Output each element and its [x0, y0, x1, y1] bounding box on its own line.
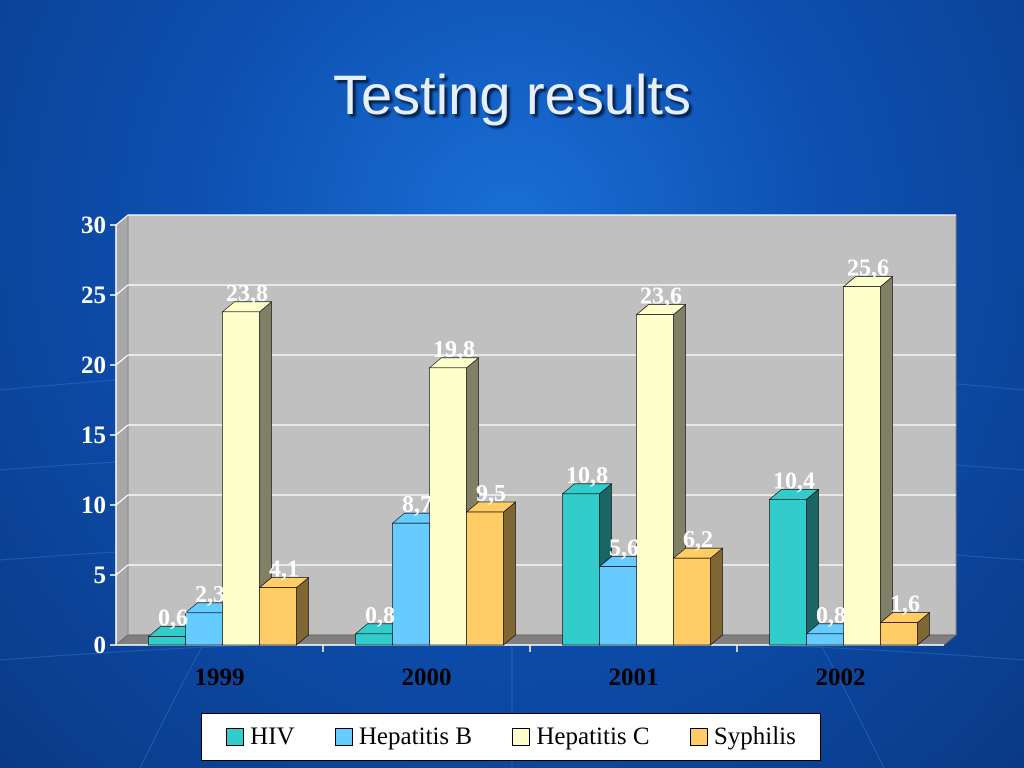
legend-item-hiv: HIV: [226, 723, 295, 751]
bar-hiv: [355, 633, 393, 646]
y-tick-label: 15: [81, 422, 106, 449]
bar-side-hepatitis-c: [880, 275, 893, 646]
bar-syphilis: [673, 557, 711, 646]
legend-item-hepatitis-c: Hepatitis C: [512, 723, 650, 751]
slide-title: Testing results: [333, 63, 691, 126]
gridline-depth: [115, 564, 129, 576]
bar-side-syphilis: [296, 576, 309, 646]
data-label-hepatitis-b: 2,3: [195, 582, 225, 608]
data-label-hiv: 10,8: [566, 463, 608, 489]
data-label-hepatitis-c: 19,8: [433, 337, 475, 363]
legend-label-hepatitis-c: Hepatitis C: [536, 723, 650, 750]
bar-syphilis: [466, 511, 504, 646]
chart-legend: HIV Hepatitis B Hepatitis C Syphilis: [201, 713, 821, 761]
gridline-depth: [115, 494, 129, 506]
y-tick-label: 5: [94, 562, 107, 589]
bar-syphilis: [880, 622, 918, 646]
bar-side-syphilis: [503, 501, 516, 646]
y-tick-label: 25: [81, 282, 106, 309]
gridline-depth: [115, 214, 129, 226]
bar-hepatitis-b: [806, 633, 844, 646]
data-label-hepatitis-b: 8,7: [402, 492, 432, 518]
x-tick-label: 1999: [195, 664, 245, 691]
bar-syphilis: [259, 587, 297, 646]
data-label-syphilis: 1,6: [890, 592, 920, 618]
y-tick-label: 20: [81, 352, 106, 379]
bar-hiv: [148, 636, 186, 646]
bar-side-syphilis: [710, 547, 723, 646]
data-label-hepatitis-c: 23,6: [640, 284, 682, 310]
legend-swatch-hepatitis-c: [512, 728, 531, 746]
gridline-depth: [115, 424, 129, 436]
data-label-hepatitis-c: 25,6: [847, 256, 889, 282]
bar-hiv: [769, 499, 807, 646]
legend-item-syphilis: Syphilis: [689, 723, 796, 751]
bar-hiv: [562, 493, 600, 646]
bar-chart: 0 5 10 15 20 25 30 1999 2000 2001 2002 0,6 2,3 23,8 4,…: [81, 212, 958, 691]
gridline-depth: [115, 354, 129, 366]
legend-swatch-hepatitis-b: [334, 728, 353, 746]
bar-hepatitis-b: [392, 522, 430, 646]
x-tick-label: 2000: [402, 664, 452, 691]
gridline-depth: [115, 284, 129, 296]
data-label-syphilis: 9,5: [476, 481, 506, 507]
legend-label-hepatitis-b: Hepatitis B: [358, 723, 473, 750]
y-tick-label: 30: [81, 212, 106, 239]
data-label-syphilis: 6,2: [683, 527, 713, 553]
bar-hepatitis-b: [599, 566, 637, 646]
legend-swatch-syphilis: [689, 728, 708, 746]
y-tick-label: 0: [94, 632, 107, 659]
data-label-hepatitis-c: 23,8: [226, 281, 268, 307]
legend-item-hepatitis-b: Hepatitis B: [334, 723, 473, 751]
bar-hepatitis-c: [222, 311, 260, 646]
legend-label-hiv: HIV: [250, 723, 295, 750]
data-label-syphilis: 4,1: [269, 557, 299, 583]
y-tick-label: 10: [81, 492, 106, 519]
legend-label-syphilis: Syphilis: [713, 723, 796, 750]
bar-hepatitis-b: [185, 612, 223, 646]
legend-swatch-hiv: [226, 728, 245, 746]
data-label-hiv: 0,8: [365, 603, 395, 629]
data-label-hiv: 0,6: [158, 606, 188, 632]
bar-hepatitis-c: [429, 367, 467, 646]
x-tick-label: 2002: [816, 664, 866, 691]
bar-hepatitis-c: [843, 286, 881, 646]
data-label-hepatitis-b: 5,6: [609, 536, 639, 562]
x-tick-label: 2001: [609, 664, 659, 691]
data-label-hiv: 10,4: [773, 468, 815, 494]
data-label-hepatitis-b: 0,8: [816, 603, 846, 629]
bar-hepatitis-c: [636, 314, 674, 646]
